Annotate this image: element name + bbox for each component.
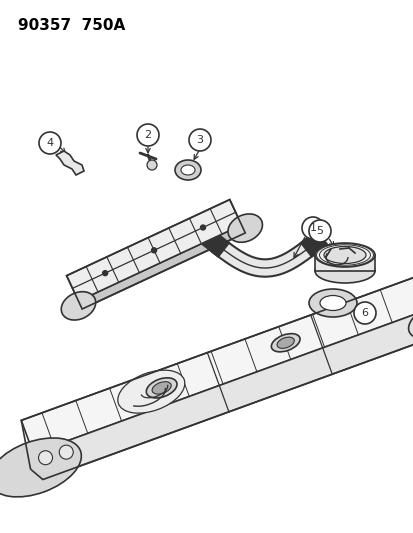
Circle shape	[189, 129, 211, 151]
Circle shape	[102, 271, 107, 276]
Ellipse shape	[271, 334, 299, 352]
Polygon shape	[78, 225, 244, 309]
Ellipse shape	[152, 382, 171, 394]
Text: 5: 5	[316, 226, 323, 236]
Text: 4: 4	[46, 138, 53, 148]
Polygon shape	[56, 151, 84, 175]
Circle shape	[39, 132, 61, 154]
Ellipse shape	[308, 289, 356, 317]
Polygon shape	[66, 199, 241, 301]
Ellipse shape	[408, 290, 413, 340]
Circle shape	[59, 445, 73, 459]
Text: 6: 6	[361, 308, 368, 318]
Circle shape	[137, 124, 159, 146]
Ellipse shape	[61, 292, 95, 320]
Circle shape	[353, 302, 375, 324]
Ellipse shape	[175, 160, 201, 180]
Ellipse shape	[180, 165, 195, 175]
Circle shape	[301, 217, 323, 239]
Circle shape	[38, 451, 52, 465]
Text: 3: 3	[196, 135, 203, 145]
Circle shape	[147, 160, 157, 170]
Circle shape	[200, 225, 205, 230]
Ellipse shape	[0, 438, 81, 497]
Circle shape	[151, 248, 156, 253]
Ellipse shape	[323, 246, 365, 263]
Text: 2: 2	[144, 130, 151, 140]
Ellipse shape	[118, 370, 184, 413]
Ellipse shape	[146, 378, 177, 398]
Text: 1: 1	[309, 223, 316, 233]
Polygon shape	[314, 255, 374, 271]
Circle shape	[308, 220, 330, 242]
Polygon shape	[33, 303, 413, 480]
Text: 90357  750A: 90357 750A	[18, 18, 125, 33]
Ellipse shape	[276, 337, 294, 349]
Ellipse shape	[314, 259, 374, 283]
Ellipse shape	[319, 295, 345, 311]
Polygon shape	[21, 270, 413, 453]
Ellipse shape	[228, 214, 262, 243]
Ellipse shape	[314, 243, 374, 267]
